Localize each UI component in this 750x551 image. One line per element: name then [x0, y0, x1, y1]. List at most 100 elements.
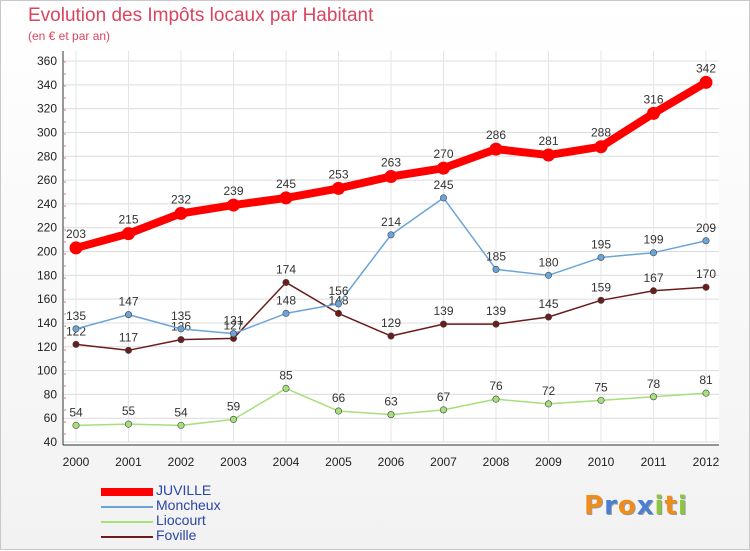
- data-point-foville: [177, 336, 185, 344]
- logo-letter: P: [584, 491, 605, 521]
- data-point-liocourt: [702, 389, 710, 397]
- data-point-juville: [69, 241, 83, 255]
- data-label-liocourt: 67: [437, 390, 451, 404]
- data-label-moncheux: 245: [433, 178, 453, 192]
- logo-letter: x: [636, 491, 655, 521]
- y-tick-label: 80: [44, 387, 58, 401]
- data-point-foville: [544, 313, 552, 321]
- data-label-moncheux: 156: [328, 284, 348, 298]
- data-point-moncheux: [702, 237, 710, 245]
- data-point-moncheux: [597, 253, 605, 261]
- data-label-liocourt: 66: [332, 391, 346, 405]
- data-point-foville: [492, 320, 500, 328]
- x-tick-label: 2012: [693, 455, 720, 469]
- data-point-liocourt: [492, 395, 500, 403]
- y-tick-label: 180: [37, 268, 57, 282]
- logo-letter: i: [677, 491, 688, 521]
- data-point-foville: [597, 296, 605, 304]
- data-point-moncheux: [72, 325, 80, 333]
- data-point-foville: [702, 283, 710, 291]
- y-tick-label: 240: [37, 197, 57, 211]
- data-point-foville: [125, 346, 133, 354]
- legend-swatch: [101, 488, 153, 496]
- data-label-foville: 167: [643, 271, 663, 285]
- y-tick-label: 220: [37, 221, 57, 235]
- data-point-liocourt: [282, 384, 290, 392]
- data-label-liocourt: 85: [279, 368, 293, 382]
- data-point-foville: [334, 309, 342, 317]
- x-tick-label: 2009: [535, 455, 562, 469]
- data-label-foville: 139: [433, 304, 453, 318]
- data-point-foville: [649, 287, 657, 295]
- data-point-moncheux: [282, 309, 290, 317]
- data-point-liocourt: [387, 411, 395, 419]
- data-point-moncheux: [439, 194, 447, 202]
- x-tick-label: 2002: [168, 455, 195, 469]
- data-label-moncheux: 147: [118, 295, 138, 309]
- data-label-moncheux: 131: [223, 314, 243, 328]
- data-point-liocourt: [177, 421, 185, 429]
- data-label-juville: 253: [328, 167, 348, 181]
- x-tick-label: 2007: [430, 455, 457, 469]
- x-tick-label: 2000: [63, 455, 90, 469]
- data-point-juville: [437, 161, 450, 175]
- data-point-juville: [279, 191, 293, 205]
- y-tick-label: 360: [37, 54, 57, 68]
- data-label-foville: 127: [223, 318, 243, 332]
- data-point-foville: [282, 278, 290, 286]
- data-point-juville: [174, 206, 188, 220]
- proxiti-logo: Proxiti: [584, 491, 688, 521]
- legend-label: Liocourt: [156, 512, 206, 528]
- legend-label: JUVILLE: [156, 482, 212, 498]
- data-label-juville: 286: [486, 128, 506, 142]
- y-tick-label: 120: [37, 340, 57, 354]
- data-label-moncheux: 148: [276, 293, 296, 307]
- data-label-moncheux: 214: [381, 215, 401, 229]
- data-point-juville: [647, 106, 660, 120]
- data-point-moncheux: [492, 265, 500, 273]
- logo-letter: o: [617, 491, 637, 521]
- data-label-liocourt: 78: [647, 377, 661, 391]
- data-label-liocourt: 76: [489, 379, 503, 393]
- x-tick-label: 2006: [378, 455, 405, 469]
- data-point-foville: [72, 340, 80, 348]
- data-point-juville: [122, 227, 135, 241]
- data-label-juville: 232: [171, 192, 191, 206]
- data-label-foville: 139: [486, 304, 506, 318]
- x-tick-label: 2010: [588, 455, 615, 469]
- data-point-foville: [439, 320, 447, 328]
- data-label-moncheux: 135: [171, 309, 191, 323]
- y-tick-label: 140: [37, 316, 57, 330]
- logo-letter: r: [604, 491, 618, 521]
- data-label-juville: 316: [643, 92, 663, 106]
- data-label-foville: 170: [696, 267, 716, 281]
- y-tick-label: 40: [44, 435, 58, 449]
- data-point-moncheux: [125, 311, 133, 319]
- legend-label: Foville: [156, 527, 197, 543]
- data-label-juville: 203: [66, 227, 86, 241]
- data-label-moncheux: 209: [696, 221, 716, 235]
- data-label-liocourt: 54: [69, 405, 83, 419]
- data-label-foville: 145: [538, 297, 558, 311]
- data-point-juville: [594, 140, 608, 154]
- chart-subtitle: (en € et par an): [28, 29, 111, 43]
- data-label-moncheux: 180: [538, 255, 558, 269]
- data-point-foville: [387, 332, 395, 340]
- data-point-moncheux: [334, 300, 342, 308]
- y-tick-label: 280: [37, 149, 57, 163]
- x-tick-label: 2004: [273, 455, 300, 469]
- data-point-moncheux: [649, 249, 657, 257]
- data-label-liocourt: 55: [122, 404, 136, 418]
- data-label-liocourt: 81: [699, 373, 713, 387]
- logo-letter: t: [664, 491, 678, 521]
- data-point-liocourt: [544, 400, 552, 408]
- data-label-liocourt: 75: [594, 380, 608, 394]
- data-label-juville: 342: [696, 61, 716, 75]
- logo-letter: i: [654, 491, 665, 521]
- x-tick-label: 2003: [220, 455, 247, 469]
- x-tick-label: 2011: [641, 455, 667, 469]
- data-label-foville: 159: [591, 280, 611, 294]
- data-label-liocourt: 63: [384, 395, 398, 409]
- y-tick-label: 300: [37, 125, 57, 139]
